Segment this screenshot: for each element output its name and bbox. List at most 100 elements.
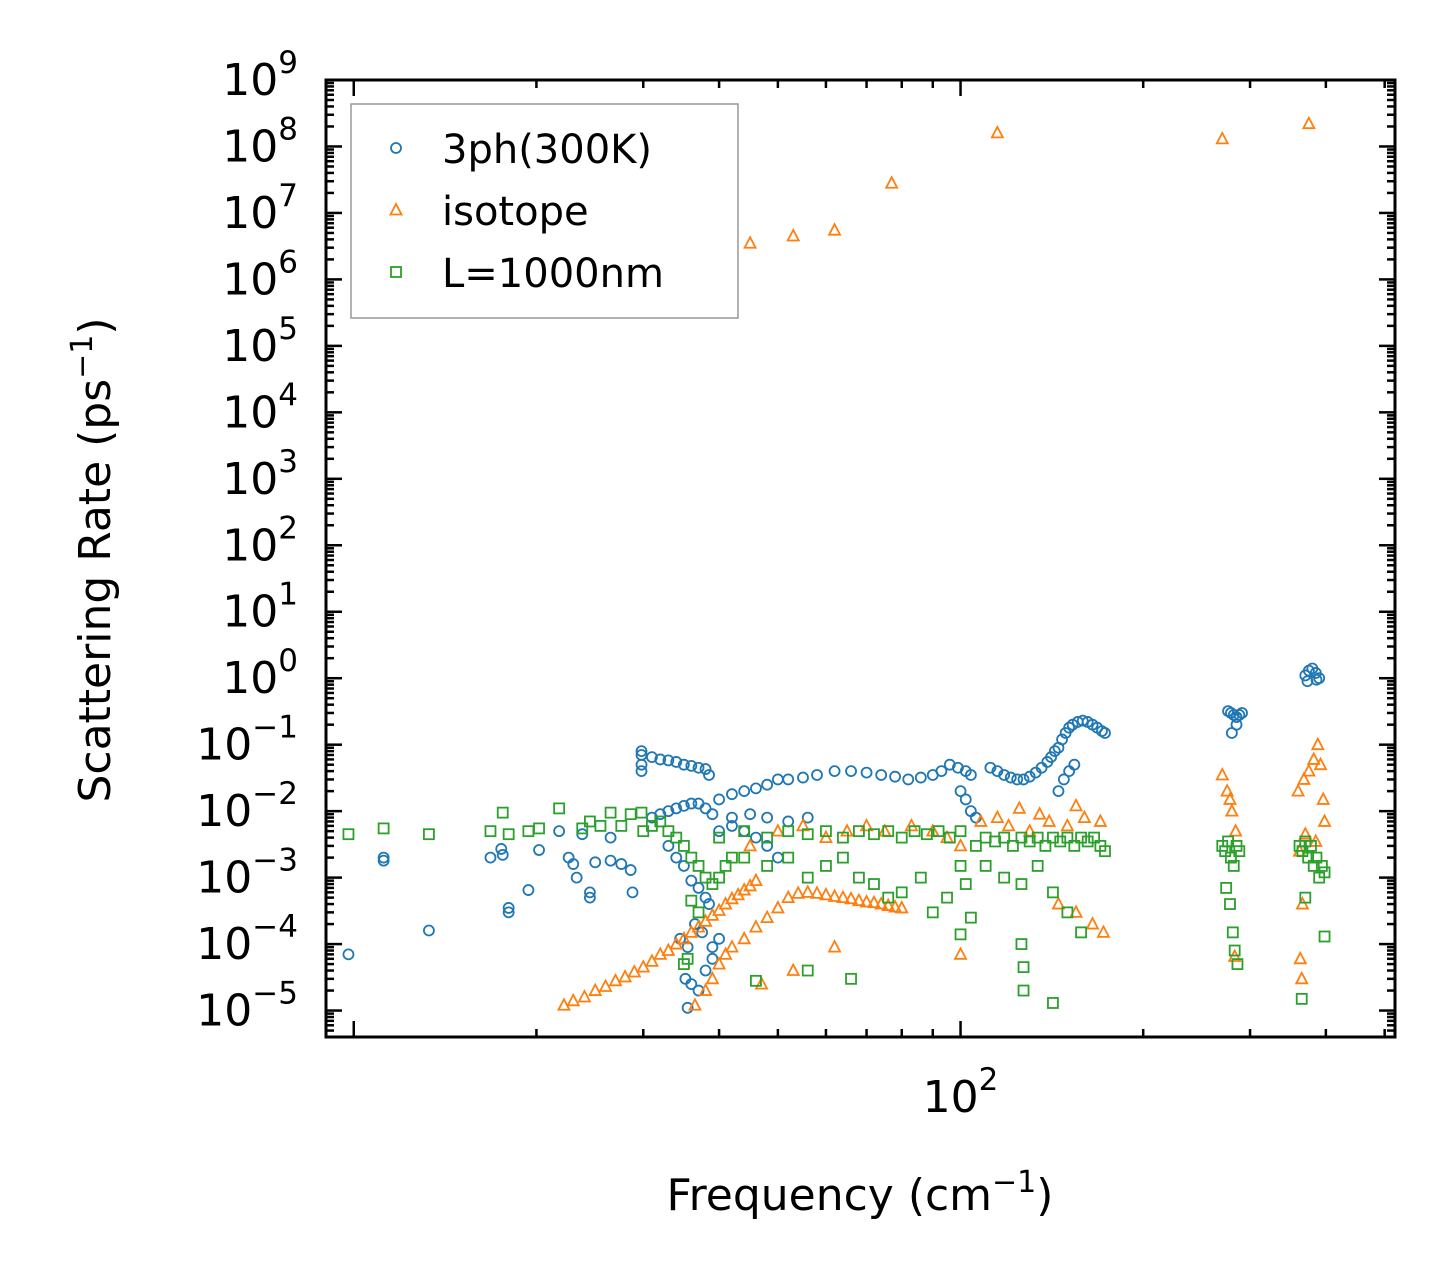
triangle-point [712,902,727,916]
square-point [692,906,705,919]
triangle-point [644,953,659,967]
circle-point [502,902,515,914]
y-tick-label: 105 [222,311,298,372]
triangle-point [712,956,727,970]
triangle-point [737,882,752,896]
triangle-point [1317,813,1332,827]
circle-point [1017,773,1030,786]
square-point [1039,840,1052,852]
plot-frame [324,78,1397,1039]
square-point [1047,997,1059,1009]
triangle-point [781,889,796,904]
y-tick-label: 102 [222,510,298,571]
triangle-point [743,235,758,249]
triangle-point [1042,813,1057,827]
square-point [1075,926,1087,939]
circle-point [692,797,705,810]
square-point [1305,840,1317,852]
circle-point [1052,785,1065,798]
circle-point [699,802,712,815]
circle-point [685,797,698,810]
circle-point [703,769,715,781]
triangle-point [1060,817,1075,832]
square-point [920,828,933,841]
triangle-point [835,889,850,904]
circle-point [662,805,675,818]
square-point [1227,860,1240,872]
y-tick-label: 10−3 [196,843,298,904]
y-axis-label: Scattering Rate (ps−1) [65,317,121,802]
circle-point [969,811,982,824]
square-point [1031,831,1044,844]
triangle-point [1298,826,1313,840]
square-point [1047,831,1059,844]
circle-point [692,761,705,774]
square-point [1315,860,1328,872]
y-tick-label: 106 [222,244,298,305]
triangle-point [866,894,881,909]
square-point [1054,835,1067,848]
circle-point [495,843,508,855]
circle-point [624,864,637,876]
circle-point [654,753,667,766]
triangle-point [1224,803,1239,817]
legend-marker-circle [390,142,402,154]
square-point [853,825,865,838]
square-point [954,928,967,941]
triangle-point [1085,916,1100,930]
square-point [1015,938,1028,950]
square-point [1061,906,1074,919]
square-point [423,828,435,841]
triangle-point [904,817,919,832]
circle-point [1011,773,1024,786]
circle-point [744,808,757,821]
circle-point [377,854,390,867]
square-point [1226,926,1239,939]
y-tick-label: 103 [222,444,298,505]
triangle-point [953,837,968,852]
triangle-point [827,939,842,953]
triangle-point [770,823,785,837]
triangle-point [687,997,702,1011]
circle-point [681,941,694,954]
triangle-point [760,909,775,924]
triangle-point [1296,771,1311,785]
circle-point [706,952,719,965]
circle-point [914,771,927,784]
circle-point [1063,721,1076,734]
x-tick-label: 102 [923,1062,999,1123]
square-point [1081,835,1094,848]
square-point [1318,866,1331,879]
triangle-point [661,942,676,956]
triangle-point [1001,817,1016,832]
legend-markers [389,142,403,278]
square-point [964,911,977,924]
triangle-point [1301,115,1316,130]
circle-point [567,858,580,870]
square-point [882,825,895,838]
square-point [1228,944,1241,957]
square-point [1088,831,1101,844]
triangle-point [859,817,874,832]
square-point [713,831,725,844]
square-point [624,808,637,821]
square-point [845,972,857,985]
triangle-point [844,890,859,905]
triangle-point [786,962,801,976]
triangle-point [1220,783,1235,797]
triangle-point [953,946,968,960]
circle-point [699,763,712,775]
series-1 [556,115,1332,1011]
circle-point [706,808,719,821]
square-point [604,806,617,819]
circle-point [1099,727,1111,739]
circle-point [692,984,705,997]
square-point [837,831,849,844]
triangle-point [618,969,633,983]
circle-point [1057,773,1070,786]
circle-point [626,886,639,899]
circle-point [726,819,738,832]
circle-point [797,771,809,784]
square-point [969,840,982,852]
triangle-point [724,939,739,953]
